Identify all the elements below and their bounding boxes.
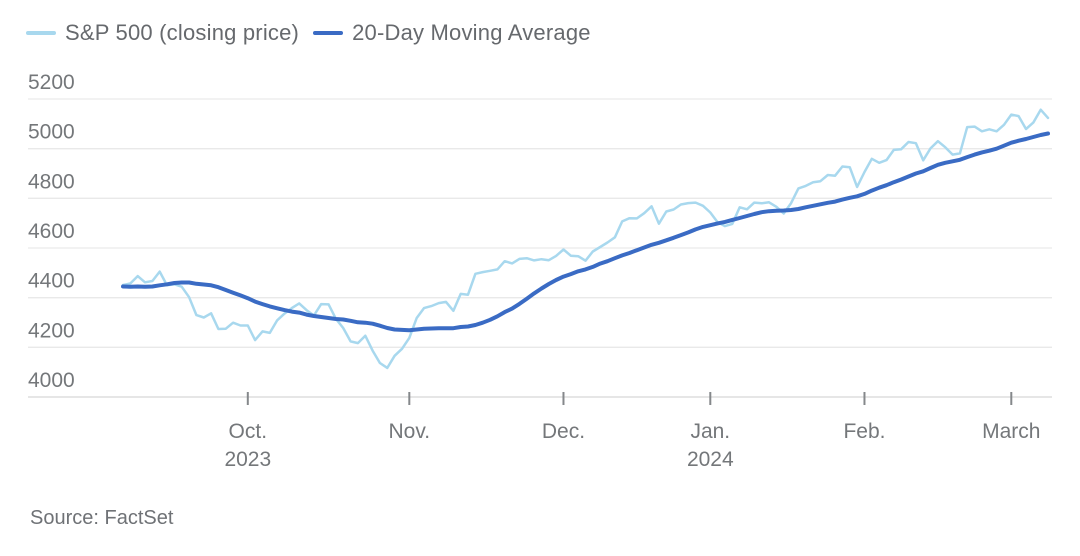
y-tick-label: 4600 [28,220,75,243]
x-tick-year-label: 2023 [224,448,271,471]
x-tick-label: Nov. [388,420,430,443]
legend-item-sp500: S&P 500 (closing price) [26,20,299,46]
y-tick-label: 5200 [28,71,75,94]
y-tick-label: 4400 [28,270,75,293]
y-tick-label: 5000 [28,121,75,144]
x-tick-label: Jan. [690,420,730,443]
y-tick-label: 4800 [28,170,75,193]
legend-swatch-sp500-icon [26,31,56,35]
x-tick-label: Oct. [229,420,268,443]
series-line-moving-average [121,131,1050,333]
x-tick-label: Dec. [542,420,585,443]
legend-swatch-moving-average-icon [313,31,344,35]
series-line-sp500 [121,108,1050,370]
x-tick-year-label: 2024 [687,448,734,471]
legend-label-sp500: S&P 500 (closing price) [65,20,300,45]
source-credit: Source: FactSet [30,507,174,529]
x-tick-label: March [982,420,1040,443]
x-tick-label: Feb. [843,420,885,443]
y-tick-label: 4000 [28,369,75,392]
legend-item-moving-average: 20-Day Moving Average [313,20,591,46]
y-tick-label: 4200 [28,319,75,342]
chart-legend: S&P 500 (closing price) 20-Day Moving Av… [26,20,591,46]
legend-label-moving-average: 20-Day Moving Average [352,20,591,45]
